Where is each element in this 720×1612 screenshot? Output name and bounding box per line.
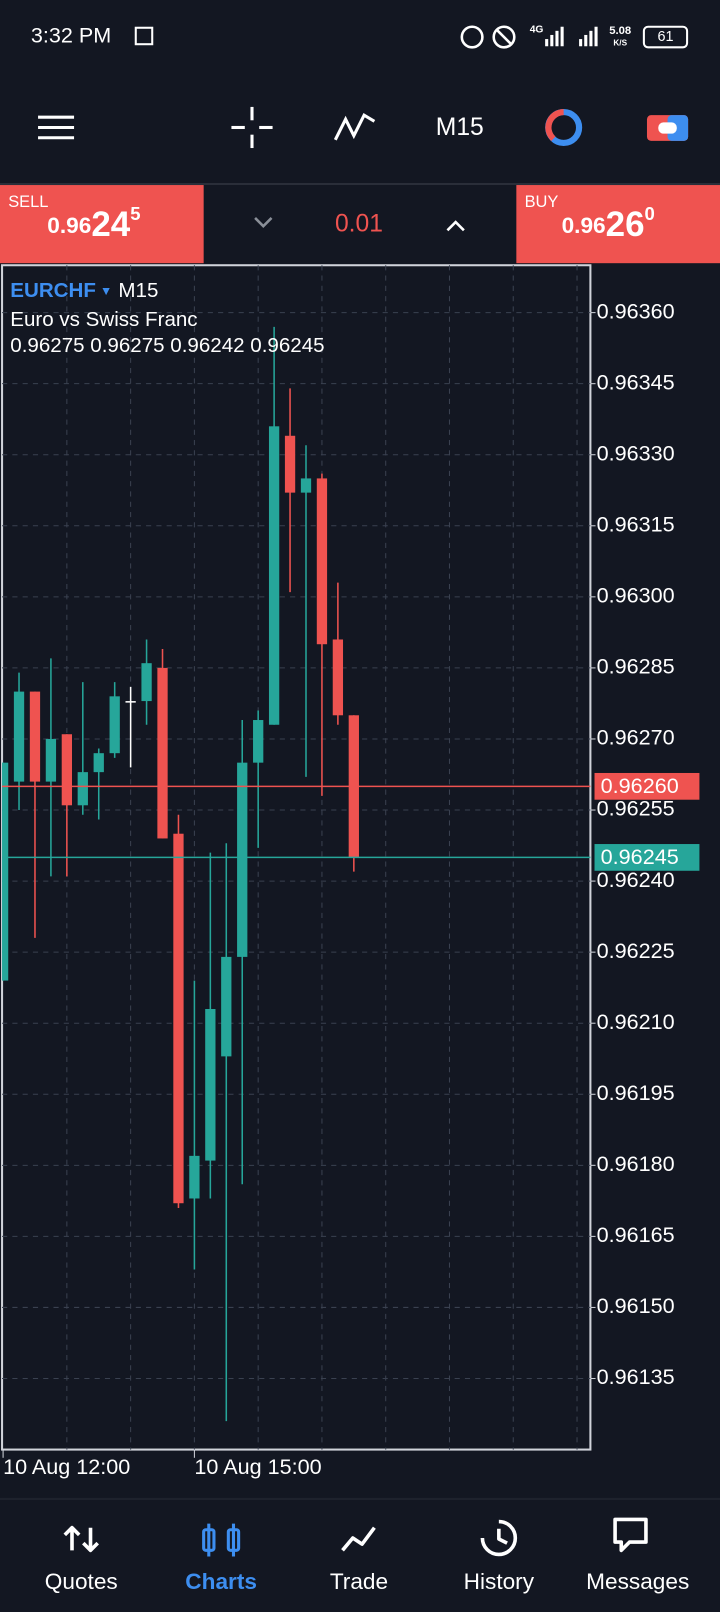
nav-icon xyxy=(341,1526,376,1552)
candle-body xyxy=(141,663,152,702)
y-tick-label: 0.96330 xyxy=(597,440,675,465)
y-tick-label: 0.96345 xyxy=(597,369,675,394)
y-tick-label: 0.96225 xyxy=(597,938,675,963)
trade-button-pill xyxy=(658,122,677,134)
menu-button[interactable] xyxy=(38,115,75,140)
candle-body xyxy=(268,426,280,725)
candle-body xyxy=(332,639,344,716)
objects-button-part xyxy=(545,108,564,142)
x-axis: 10 Aug 12:00 10 Aug 15:00 xyxy=(2,1449,322,1479)
nav-icon xyxy=(63,1525,99,1553)
candle-body xyxy=(237,762,248,957)
candle-body xyxy=(205,1008,216,1161)
buy-price: 0.96260 xyxy=(562,203,655,245)
network-type: 4G xyxy=(530,25,544,36)
y-tick-label: 0.96180 xyxy=(597,1151,675,1176)
chart-subtitle: Euro vs Swiss Franc xyxy=(10,308,197,331)
candle-body xyxy=(284,435,296,493)
y-axis: 0.96360 0.96345 0.96330 0.96315 0.96300 0.962… xyxy=(2,298,675,1389)
battery-level: 61 xyxy=(657,29,673,45)
status-time: 3:32 PM xyxy=(31,23,111,48)
candle-body xyxy=(61,734,72,806)
buy-button[interactable] xyxy=(516,185,720,264)
net-speed: 5.08 xyxy=(609,25,631,37)
bid-label: 0.96245 xyxy=(601,844,679,869)
y-tick-label: 0.96300 xyxy=(597,583,675,608)
nav-label[interactable]: History xyxy=(464,1569,535,1594)
volume-down[interactable] xyxy=(254,217,273,228)
y-tick-label: 0.96240 xyxy=(597,867,675,892)
indicators-button[interactable] xyxy=(333,112,376,141)
candle-body xyxy=(29,691,41,782)
sell-price: 0.96245 xyxy=(47,203,140,245)
candle-body xyxy=(93,753,104,773)
sell-button[interactable] xyxy=(0,185,204,264)
y-tick-label: 0.96360 xyxy=(597,298,675,323)
y-tick-label: 0.96285 xyxy=(597,654,675,679)
candle-body xyxy=(109,696,120,754)
nav-icon xyxy=(480,1519,518,1557)
y-tick-label: 0.96195 xyxy=(597,1080,675,1105)
nav-label[interactable]: Charts xyxy=(185,1569,257,1594)
alarm-icon xyxy=(460,25,484,49)
nav-label[interactable]: Messages xyxy=(586,1569,689,1594)
candle-body xyxy=(157,667,168,839)
ohlc-readout: 0.96275 0.96275 0.96242 0.96245 xyxy=(10,334,324,357)
gallery-icon xyxy=(134,26,154,46)
battery-icon xyxy=(642,25,689,49)
candle-body xyxy=(253,720,264,763)
y-tick-label: 0.96150 xyxy=(597,1293,675,1318)
nav-label[interactable]: Quotes xyxy=(45,1569,118,1594)
nav-icon xyxy=(207,1523,236,1557)
y-tick-label: 0.96135 xyxy=(597,1364,675,1389)
volume-up[interactable] xyxy=(446,220,465,232)
nav-label[interactable]: Trade xyxy=(330,1569,388,1594)
ask-label: 0.96260 xyxy=(601,773,679,798)
chart-header: EURCHF ▼ M15 xyxy=(10,279,158,302)
candle-body xyxy=(45,738,57,782)
ask-label-box xyxy=(594,772,700,800)
dnd-slash xyxy=(495,28,513,46)
candle-body xyxy=(2,762,9,981)
x-tick-label: 10 Aug 12:00 xyxy=(3,1454,130,1479)
y-tick-label: 0.96315 xyxy=(597,511,675,536)
bid-label-box xyxy=(594,844,700,871)
nav-icon xyxy=(613,1517,648,1553)
candle-body xyxy=(300,478,312,493)
buy-label: BUY xyxy=(525,193,559,211)
candle-body xyxy=(189,1155,200,1199)
timeframe-button[interactable]: M15 xyxy=(436,114,484,141)
candle-body xyxy=(221,956,232,1057)
net-speed-unit: K/S xyxy=(613,38,627,47)
price-levels: 0.96260 0.96245 xyxy=(2,772,700,871)
sell-label: SELL xyxy=(8,193,48,211)
y-tick-label: 0.96165 xyxy=(597,1222,675,1247)
y-tick-label: 0.96255 xyxy=(597,796,675,821)
x-tick-label: 10 Aug 15:00 xyxy=(194,1454,321,1479)
candle-body xyxy=(13,691,25,782)
y-tick-label: 0.96270 xyxy=(597,725,675,750)
volume[interactable]: 0.01 xyxy=(335,211,383,238)
candle-body xyxy=(173,833,184,1204)
y-tick-label: 0.96210 xyxy=(597,1009,675,1034)
candles xyxy=(2,326,359,1422)
candle-body xyxy=(77,772,88,806)
candle-body xyxy=(316,478,328,645)
candle-body xyxy=(125,701,136,703)
trade-button-part xyxy=(667,115,689,141)
dnd-icon xyxy=(492,25,516,49)
bottom-nav: Quotes Charts Trade History Messages xyxy=(45,1517,689,1594)
signal-icon xyxy=(545,26,598,47)
crosshair-button[interactable] xyxy=(231,106,273,149)
